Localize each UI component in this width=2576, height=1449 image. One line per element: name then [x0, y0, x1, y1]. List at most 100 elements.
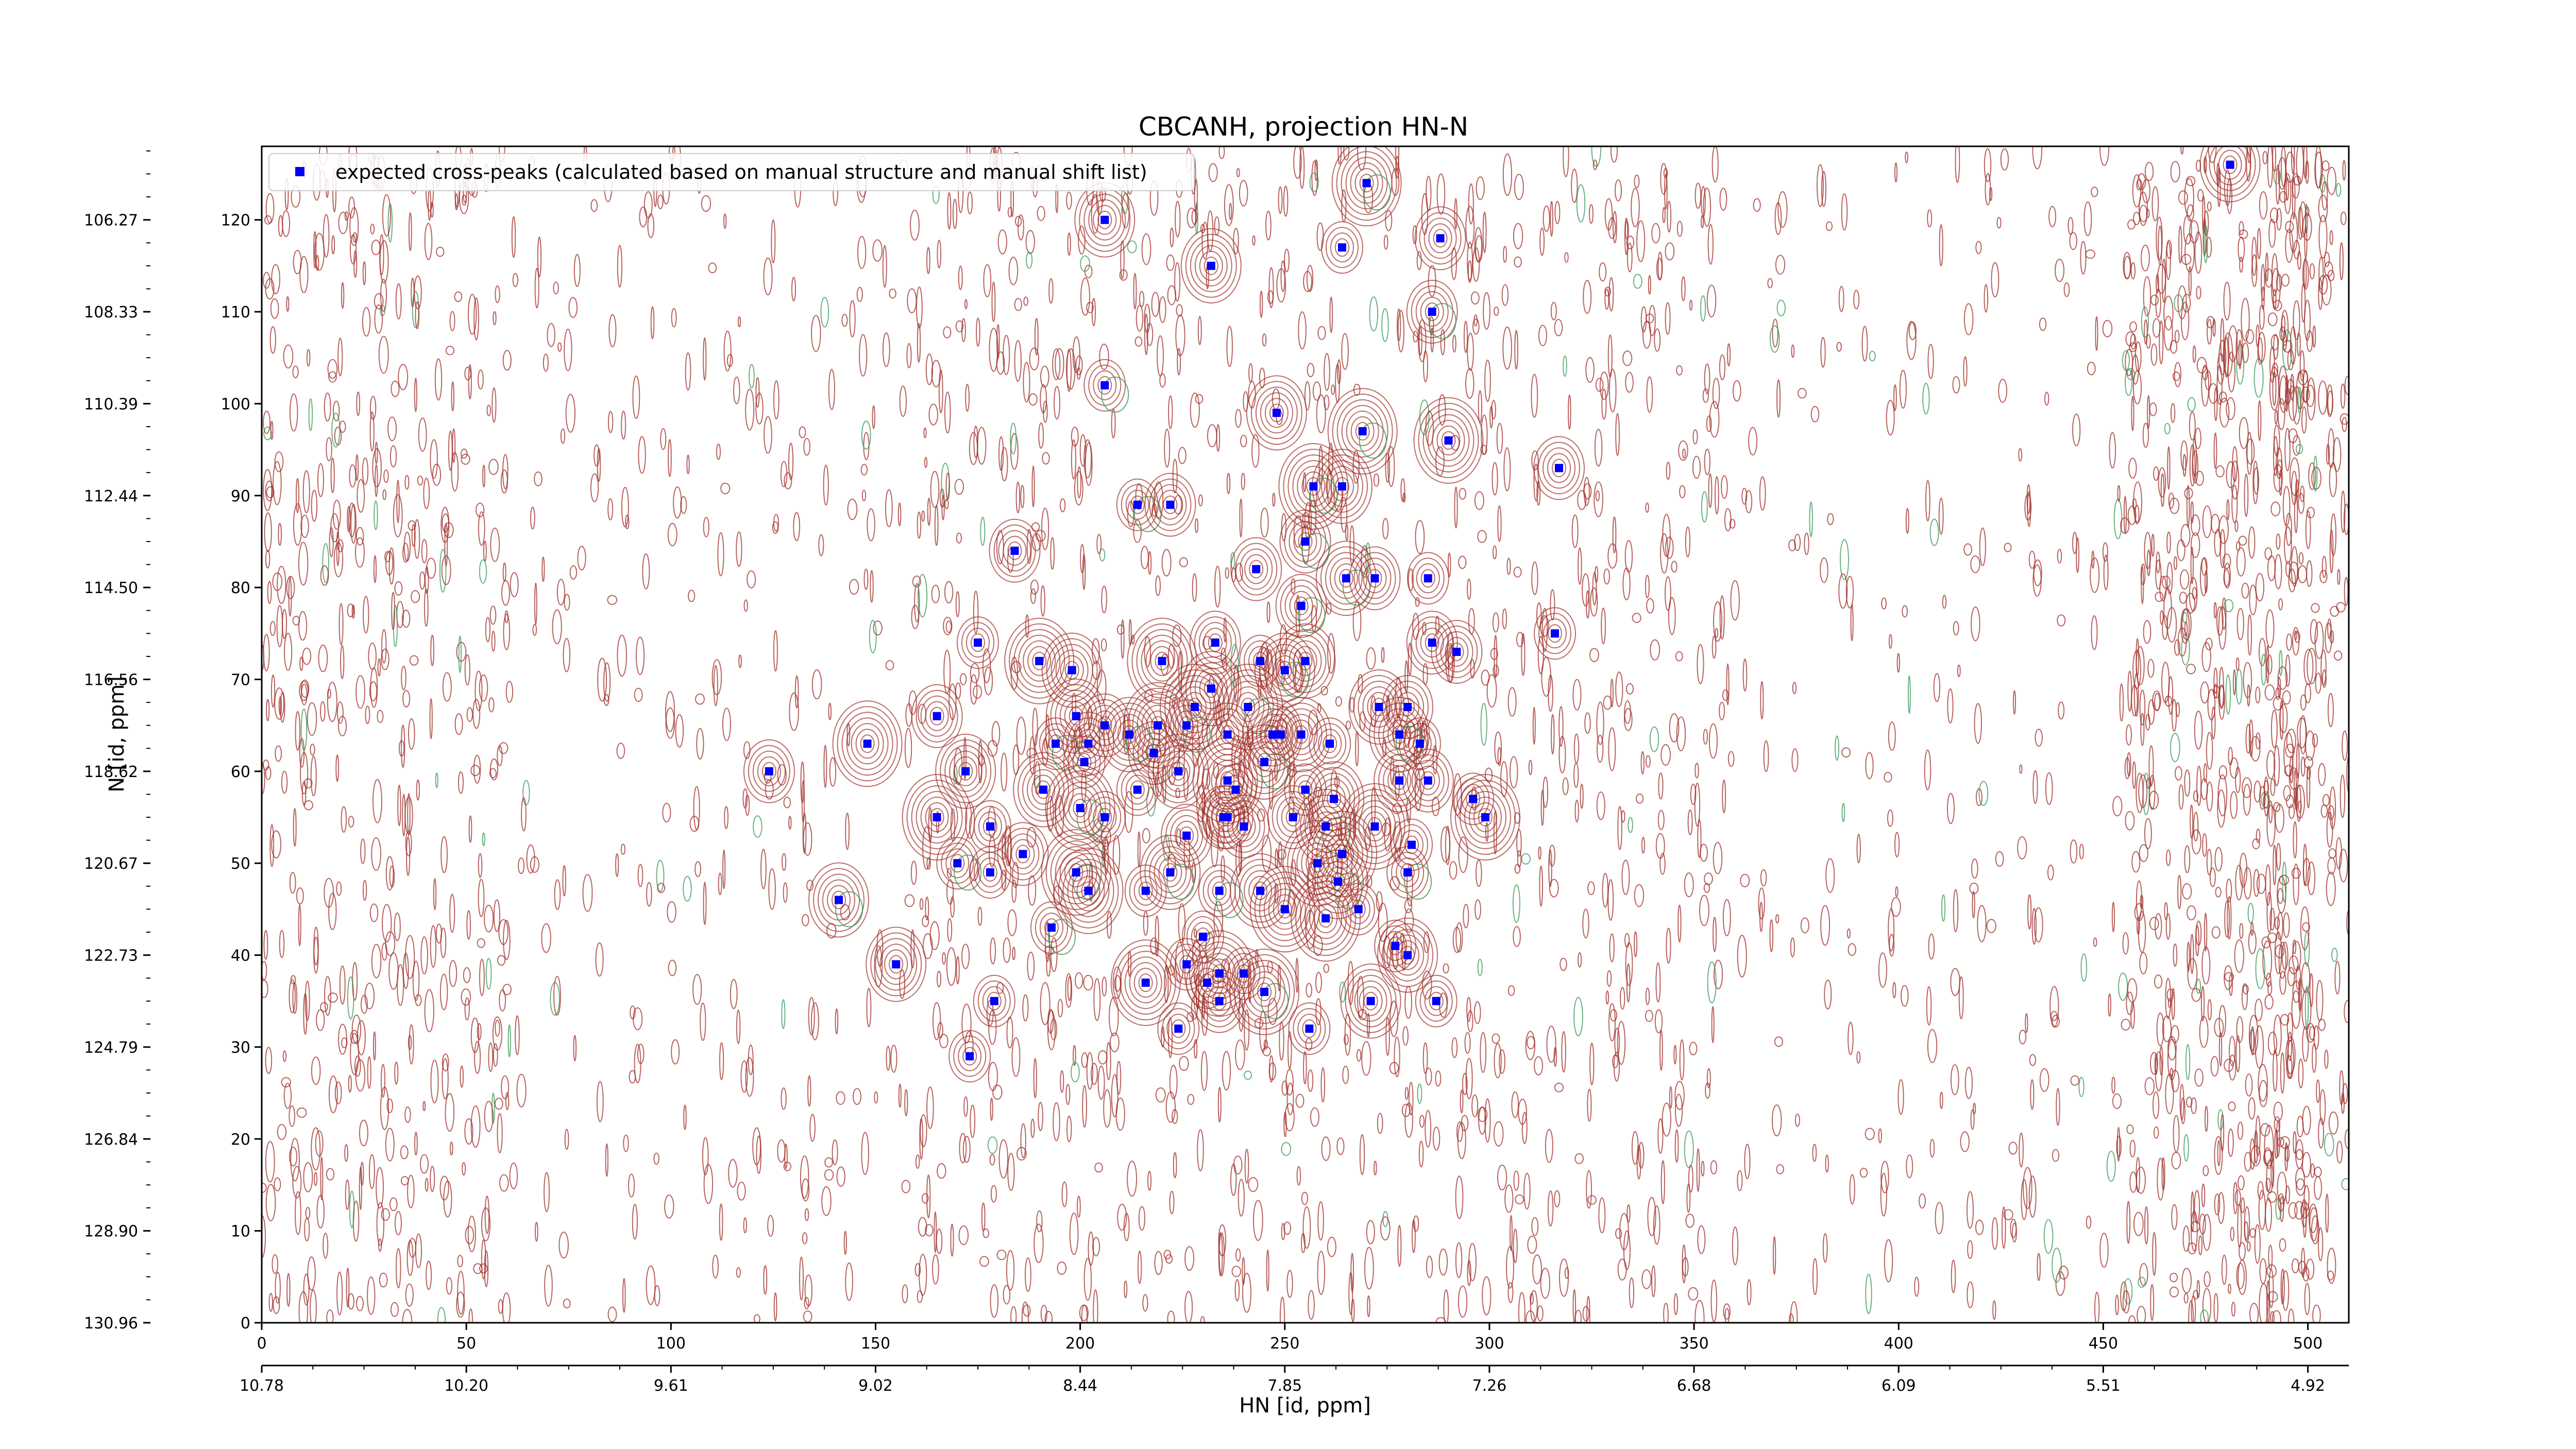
cross-peak-37	[1154, 721, 1162, 730]
x-tick-label-0: 0	[257, 1335, 266, 1353]
n-tick-label-4: 122.73	[84, 947, 138, 965]
cross-peak-72	[1100, 813, 1109, 821]
cross-peak-64	[1133, 785, 1142, 794]
hn-tick-label-5: 7.85	[1267, 1377, 1302, 1395]
cross-peak-35	[1207, 684, 1215, 693]
x-axis-points: 0 50 100 150 200 250 300 350 400 450 500	[257, 1323, 2323, 1353]
cross-peak-28	[1158, 656, 1166, 665]
cross-peak-91	[1280, 905, 1289, 914]
cross-peak-67	[1330, 795, 1338, 803]
cross-peak-102	[1182, 960, 1191, 969]
cross-peak-12	[1166, 500, 1175, 509]
y-tick-label-2: 20	[231, 1131, 250, 1149]
cross-peak-53	[765, 767, 773, 776]
cross-peak-61	[1231, 785, 1240, 794]
cross-peak-30	[1301, 656, 1310, 665]
x-axis-title: HN [id, ppm]	[1239, 1394, 1371, 1418]
cross-peak-88	[1141, 886, 1150, 895]
n-tick-label-0: 130.96	[84, 1315, 138, 1333]
y-tick-label-8: 80	[231, 579, 250, 597]
cross-peak-97	[835, 896, 843, 904]
cross-peak-74	[933, 813, 941, 821]
cross-peak-57	[1174, 767, 1183, 776]
cross-peak-markers	[765, 160, 2234, 1060]
cross-peak-42	[1125, 730, 1133, 739]
cross-peak-43	[1223, 730, 1232, 739]
cross-peak-25	[1452, 648, 1461, 656]
hn-tick-label-3: 9.02	[858, 1377, 893, 1395]
x-tick-label-6: 300	[1475, 1335, 1504, 1353]
cross-peak-71	[1481, 813, 1489, 821]
cross-peak-105	[1391, 941, 1400, 950]
cross-peak-73	[1223, 813, 1232, 821]
n-tick-label-8: 114.50	[84, 579, 138, 597]
y-tick-label-12: 120	[221, 212, 250, 230]
cross-peak-36	[1182, 721, 1191, 730]
n-tick-label-3: 124.79	[84, 1039, 138, 1057]
y-tick-label-5: 50	[231, 855, 250, 873]
cross-peak-38	[1100, 721, 1109, 730]
cross-peak-33	[1191, 703, 1199, 711]
cross-peak-108	[1260, 987, 1269, 996]
cross-peak-81	[1321, 822, 1330, 831]
cross-peak-45	[1297, 730, 1306, 739]
cross-peak-1	[1100, 215, 1109, 224]
hn-tick-label-7: 6.68	[1677, 1377, 1711, 1395]
cross-peak-70	[1469, 795, 1478, 803]
y-tick-label-9: 90	[231, 487, 250, 506]
cross-peak-41	[1084, 739, 1093, 748]
cross-peak-111	[1215, 997, 1224, 1005]
cross-peak-31	[1280, 666, 1289, 675]
cross-peak-116	[965, 1052, 974, 1060]
cross-peak-18	[1342, 574, 1350, 583]
cross-peak-4	[1436, 234, 1445, 243]
cross-peak-21	[1297, 601, 1306, 610]
cross-peak-98	[1321, 914, 1330, 923]
cross-peak-60	[1276, 730, 1285, 739]
legend-marker	[295, 167, 304, 176]
cross-peak-100	[1198, 932, 1207, 941]
cross-peak-24	[1211, 638, 1219, 647]
cross-peak-49	[1415, 739, 1424, 748]
cross-peak-113	[1432, 997, 1440, 1005]
hn-tick-label-6: 7.26	[1472, 1377, 1507, 1395]
cross-peak-6	[1100, 381, 1109, 390]
x-tick-label-10: 500	[2293, 1335, 2323, 1353]
cross-peak-63	[1076, 804, 1084, 813]
hn-tick-label-4: 8.44	[1063, 1377, 1097, 1395]
cross-peak-3	[1338, 243, 1346, 252]
hn-tick-label-0: 10.78	[240, 1377, 284, 1395]
cross-peak-86	[1166, 868, 1175, 877]
hn-tick-label-9: 5.51	[2086, 1377, 2121, 1395]
cross-peak-22	[1551, 629, 1559, 638]
y-tick-label-0: 0	[241, 1315, 250, 1333]
cross-peak-96	[986, 868, 994, 877]
n-tick-label-11: 108.33	[84, 304, 138, 322]
cross-peak-40	[1052, 739, 1060, 748]
n-tick-label-10: 110.39	[84, 395, 138, 413]
cross-peak-0	[1362, 179, 1371, 188]
cross-peak-89	[1215, 886, 1224, 895]
x-tick-label-2: 100	[656, 1335, 686, 1353]
cross-peak-66	[1301, 785, 1310, 794]
hn-ppm-axis: 10.78 10.20 9.61 9.02 8.44 7.85 7.26 6.68 6.09 5.…	[240, 1366, 2325, 1395]
cross-peak-7	[1272, 409, 1281, 417]
chart-title: CBCANH, projection HN-N	[1139, 112, 1468, 142]
y-tick-label-7: 70	[231, 671, 250, 689]
cross-peak-52	[863, 739, 872, 748]
plot-area	[262, 146, 2349, 1323]
noise-contours	[262, 146, 2349, 1323]
cross-peak-62	[1039, 785, 1048, 794]
cross-peak-19	[1370, 574, 1379, 583]
cross-peak-11	[1133, 500, 1142, 509]
cross-peak-117	[2226, 160, 2234, 169]
y-tick-label-6: 60	[231, 763, 250, 781]
cross-peak-51	[933, 712, 941, 720]
y-tick-label-1: 10	[231, 1223, 250, 1241]
cross-peak-20	[1423, 574, 1432, 583]
cross-peak-32	[1067, 666, 1076, 675]
y-tick-label-3: 30	[231, 1039, 250, 1057]
cross-peak-17	[1252, 565, 1261, 574]
cross-peak-29	[1256, 656, 1265, 665]
cross-peak-112	[1366, 997, 1375, 1005]
